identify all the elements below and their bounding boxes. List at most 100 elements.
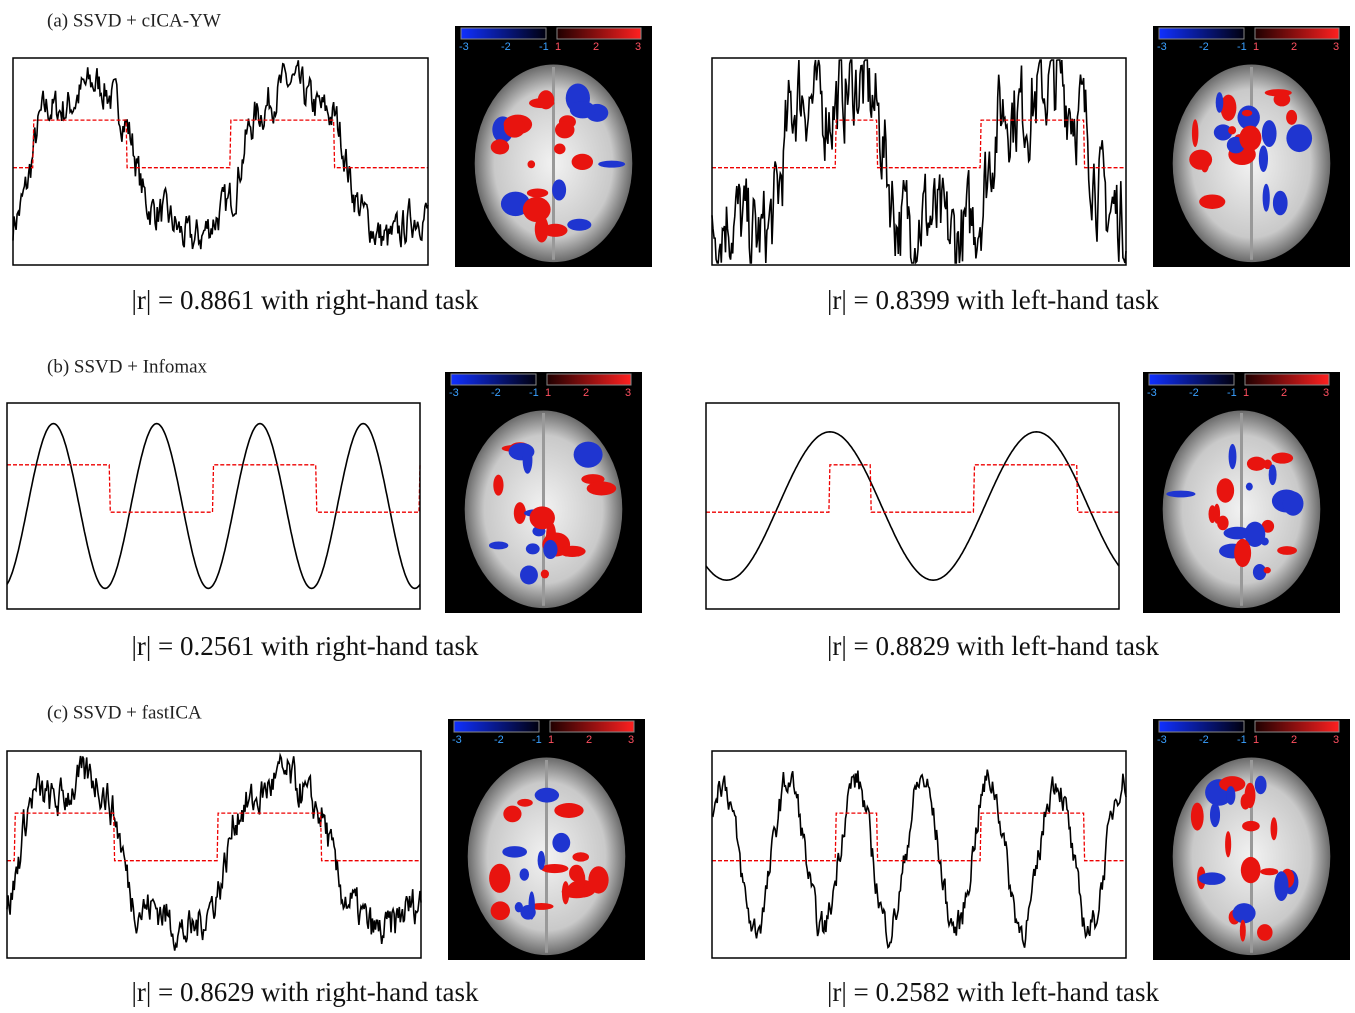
colorbar-positive xyxy=(547,374,631,385)
activation-blob xyxy=(1274,871,1288,901)
colorbar-label: 2 xyxy=(586,734,592,746)
activation-blob xyxy=(493,475,503,496)
correlation-caption: |r| = 0.8399 with left-hand task xyxy=(827,285,1159,315)
activation-blob xyxy=(489,541,508,549)
activation-blob xyxy=(541,864,569,873)
activation-blob xyxy=(572,852,589,861)
activation-blob xyxy=(1271,453,1293,464)
time-course xyxy=(706,403,1119,609)
activation-blob xyxy=(491,139,509,154)
colorbar-label: -3 xyxy=(1157,734,1167,746)
waveform xyxy=(13,60,428,249)
activation-blob xyxy=(526,543,540,554)
colorbar-label: 1 xyxy=(555,41,561,53)
colorbar-label: 2 xyxy=(583,387,589,399)
colorbar-positive xyxy=(1245,374,1329,385)
activation-blob xyxy=(1283,492,1304,516)
activation-blob xyxy=(1257,924,1273,941)
colorbar-label: 1 xyxy=(1253,41,1259,53)
activation-blob xyxy=(543,224,568,237)
activation-blob xyxy=(1265,89,1292,96)
waveform xyxy=(7,755,421,950)
colorbar-label: -3 xyxy=(452,734,462,746)
activation-blob xyxy=(555,121,574,138)
brain-map: -3-2-1123 xyxy=(445,372,642,613)
colorbar-label: 1 xyxy=(1243,387,1249,399)
time-course xyxy=(712,58,1126,265)
colorbar-label: -1 xyxy=(539,41,549,53)
colorbar-positive xyxy=(550,721,634,732)
activation-blob xyxy=(554,144,566,155)
activation-blob xyxy=(1286,124,1312,152)
colorbar-label: -2 xyxy=(1189,387,1199,399)
activation-blob xyxy=(1232,903,1255,923)
colorbar-label: 3 xyxy=(1333,41,1339,53)
activation-blob xyxy=(502,846,527,857)
activation-blob xyxy=(1262,120,1277,147)
activation-blob xyxy=(1199,872,1226,884)
activation-blob xyxy=(491,901,510,920)
task-design xyxy=(7,813,421,861)
activation-blob xyxy=(1242,110,1252,116)
activation-blob xyxy=(538,851,545,870)
activation-blob xyxy=(1192,119,1198,147)
panel-label: (c) SSVD + fastICA xyxy=(47,702,202,723)
activation-blob xyxy=(1277,546,1297,555)
colorbar-label: -3 xyxy=(459,41,469,53)
activation-blob xyxy=(1166,491,1195,498)
activation-blob xyxy=(529,891,535,919)
activation-blob xyxy=(574,442,603,468)
colorbar-label: 3 xyxy=(635,41,641,53)
task-design xyxy=(712,120,1126,168)
colorbar-label: 3 xyxy=(1323,387,1329,399)
activation-blob xyxy=(538,90,554,109)
activation-blob xyxy=(1240,920,1246,942)
activation-blob xyxy=(527,160,535,168)
activation-blob xyxy=(559,546,586,557)
activation-blob xyxy=(588,866,608,893)
colorbar-label: -1 xyxy=(532,734,542,746)
activation-blob xyxy=(523,197,551,222)
correlation-caption: |r| = 0.8629 with right-hand task xyxy=(132,977,479,1007)
activation-blob xyxy=(552,833,570,853)
colorbar-label: -2 xyxy=(494,734,504,746)
activation-blob xyxy=(567,219,591,231)
activation-blob xyxy=(1217,478,1235,502)
plot-frame xyxy=(7,751,421,958)
activation-blob xyxy=(1271,817,1278,840)
activation-blob xyxy=(1259,145,1268,172)
activation-blob xyxy=(503,806,521,823)
activation-blob xyxy=(1286,110,1297,125)
activation-blob xyxy=(535,788,559,803)
colorbar-label: -2 xyxy=(501,41,511,53)
activation-blob xyxy=(1247,457,1266,471)
colorbar-label: -1 xyxy=(529,387,539,399)
colorbar-positive xyxy=(1255,721,1339,732)
activation-blob xyxy=(1229,444,1237,469)
activation-blob xyxy=(587,481,617,495)
activation-blob xyxy=(1260,868,1278,875)
brain-map: -3-2-1123 xyxy=(1153,26,1350,267)
colorbar-label: -3 xyxy=(1157,41,1167,53)
task-design xyxy=(13,120,428,168)
colorbar-label: 1 xyxy=(548,734,554,746)
activation-blob xyxy=(517,799,533,807)
activation-blob xyxy=(577,869,586,889)
activation-blob xyxy=(530,506,555,529)
activation-blob xyxy=(541,570,549,579)
colorbar-label: -2 xyxy=(491,387,501,399)
activation-blob xyxy=(1273,191,1288,216)
correlation-caption: |r| = 0.8829 with left-hand task xyxy=(827,631,1159,661)
colorbar-label: 3 xyxy=(1333,734,1339,746)
activation-blob xyxy=(1226,786,1235,805)
activation-blob xyxy=(520,565,538,584)
activation-blob xyxy=(552,179,566,200)
colorbar-negative xyxy=(1159,28,1244,39)
activation-blob xyxy=(489,864,510,893)
correlation-caption: |r| = 0.2582 with left-hand task xyxy=(827,977,1159,1007)
brain-map: -3 -2 -1 1 2 3 xyxy=(448,719,645,960)
activation-blob xyxy=(570,101,596,118)
waveform xyxy=(712,60,1126,263)
colorbar-label: 3 xyxy=(628,734,634,746)
